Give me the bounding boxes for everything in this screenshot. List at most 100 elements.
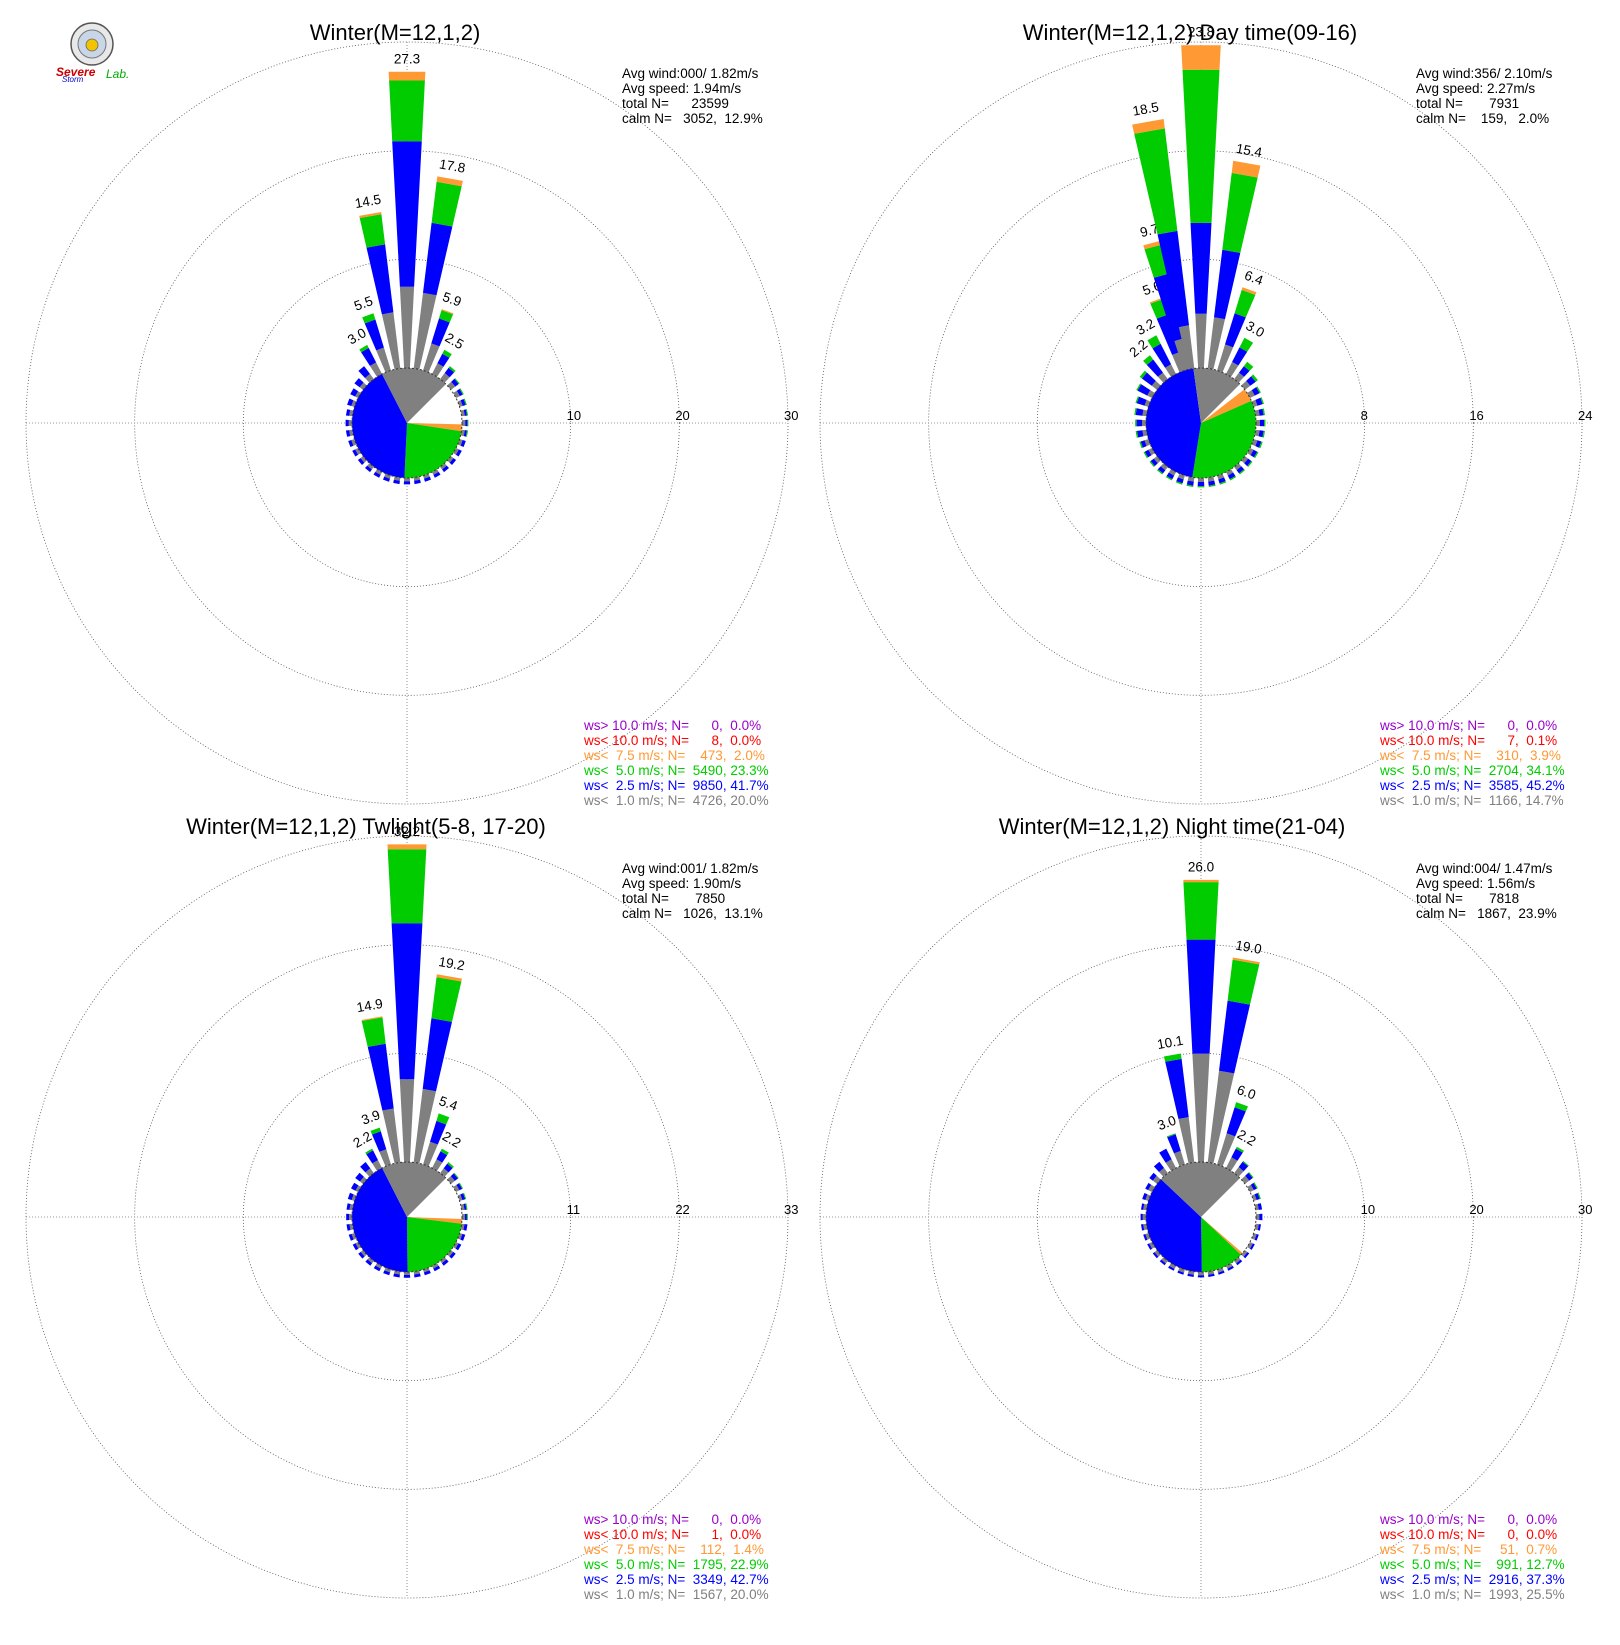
petal-segment-blue: [456, 1183, 463, 1191]
petal-segment-blue: [460, 440, 466, 447]
petal-segment-blue: [1150, 458, 1158, 467]
petal-segment-blue: [1153, 273, 1184, 341]
petal-segment-blue: [1259, 1213, 1263, 1221]
legend-entry: ws< 5.0 m/s; N= 5490, 23.3%: [583, 763, 769, 778]
wind-rose-panel-3: 11 22 3332.219.25.42.22.23.914.9Winter(M=1…: [25, 814, 798, 1602]
petal-segment-green: [389, 80, 425, 142]
pie-slice-green: [1201, 1217, 1241, 1272]
stats-line: total N= 7818: [1416, 891, 1519, 906]
pie-slice-gray: [1193, 367, 1240, 423]
petal-segment-blue: [449, 1251, 456, 1259]
petal-segment-blue: [455, 1243, 462, 1251]
petal-segment-blue: [391, 923, 423, 1080]
petal-segment-green: [1165, 476, 1173, 481]
legend-entry: ws< 2.5 m/s; N= 3585, 45.2%: [1379, 778, 1565, 793]
petal-segment-gray: [432, 363, 444, 377]
petal-segment-blue: [423, 222, 453, 296]
petal-segment-blue: [1149, 1172, 1157, 1181]
petal-label: 17.8: [438, 156, 466, 175]
logo-seal-emblem: [85, 38, 99, 52]
petal-segment-gray: [351, 439, 357, 446]
petal-segment-blue: [383, 476, 390, 482]
petal-segment-blue: [360, 1162, 371, 1173]
petal-segment-orange: [1132, 119, 1165, 134]
pie-slice-blue: [1146, 1179, 1202, 1273]
legend-entry: ws< 1.0 m/s; N= 1166, 14.7%: [1379, 793, 1564, 808]
pie-slice-green: [404, 423, 462, 478]
petal-segment-blue: [392, 141, 422, 287]
petal-segment-blue: [449, 458, 457, 465]
legend-entry: ws< 1.0 m/s; N= 4726, 20.0%: [583, 793, 769, 808]
petal-segment-gray: [355, 1185, 361, 1192]
chart-title: Winter(M=12,1,2) Twlight(5-8, 17-20): [186, 814, 546, 839]
petal-segment-gray: [413, 292, 437, 370]
petal-segment-blue: [1177, 1270, 1184, 1275]
petal-segment-gray: [1142, 419, 1147, 427]
petal-segment-green: [1186, 484, 1194, 487]
petal-segment-blue: [347, 398, 354, 406]
petal-segment-green: [1234, 289, 1256, 318]
petal-segment-blue: [431, 318, 450, 347]
petal-segment-blue: [1208, 480, 1216, 486]
petal-segment-gray: [1234, 372, 1245, 383]
petal-segment-gray: [355, 1242, 361, 1249]
petal-segment-blue: [345, 409, 351, 416]
petal-segment-blue: [1227, 1265, 1234, 1271]
petal-segment-green: [1229, 476, 1237, 481]
petal-segment-green: [1197, 486, 1205, 488]
petal-segment-gray: [1178, 1267, 1185, 1273]
petal-segment-green: [1139, 370, 1147, 379]
legend-entry: ws< 7.5 m/s; N= 310, 3.9%: [1379, 748, 1561, 763]
petal-segment-gray: [1226, 469, 1234, 476]
pie-slice-orange: [1201, 1217, 1243, 1255]
petal-segment-blue: [350, 388, 359, 397]
petal-label: 3.0: [1155, 1113, 1178, 1134]
petal-segment-orange: [1143, 240, 1163, 250]
petal-segment-blue: [348, 1233, 354, 1241]
petal-segment-gray: [1217, 1133, 1236, 1167]
petal-segment-green: [1166, 1133, 1176, 1138]
petal-segment-gray: [440, 463, 447, 470]
stats-line: Avg speed: 1.56m/s: [1416, 876, 1535, 891]
logo-text-storm: Storm: [62, 75, 84, 84]
pie-slice-orange: [1201, 389, 1252, 423]
legend-entry: ws< 7.5 m/s; N= 112, 1.4%: [583, 1542, 764, 1557]
petal-segment-green: [448, 366, 456, 373]
petal-segment-gray: [1234, 1257, 1241, 1264]
petal-segment-gray: [399, 286, 415, 369]
petal-segment-orange: [441, 309, 454, 315]
stats-line: calm N= 3052, 12.9%: [622, 111, 763, 126]
petal-segment-green: [1136, 383, 1142, 391]
petal-segment-blue: [365, 465, 372, 473]
pie-outline: [1145, 1161, 1257, 1273]
petal-segment-gray: [1241, 456, 1249, 464]
petal-segment-green: [1143, 451, 1148, 459]
petal-segment-orange: [388, 71, 426, 81]
ring-label: 24: [1578, 408, 1592, 423]
petal-segment-blue: [1238, 1161, 1249, 1172]
stats-line: total N= 23599: [622, 96, 729, 111]
petal-segment-blue: [1166, 472, 1175, 480]
petal-segment-green: [458, 1182, 463, 1189]
pie-outline: [351, 1161, 463, 1273]
petal-segment-blue: [1186, 939, 1216, 1054]
pie-slice-green: [1192, 400, 1256, 478]
petal-segment-gray: [1187, 1270, 1195, 1275]
petal-segment-blue: [1254, 1193, 1260, 1200]
petal-segment-green: [1149, 461, 1155, 467]
petal-segment-gray: [1153, 456, 1161, 464]
petal-segment-blue: [1243, 1252, 1250, 1259]
petal-segment-blue: [364, 319, 384, 351]
logo-text-severe: Severe: [56, 65, 96, 79]
petal-segment-blue: [1145, 1182, 1152, 1191]
petal-segment-blue: [1143, 1234, 1148, 1241]
petal-segment-blue: [1244, 458, 1252, 467]
petal-segment-gray: [1148, 448, 1155, 456]
stats-line: Avg wind:000/ 1.82m/s: [622, 66, 759, 81]
petal-label: 23.8: [1188, 25, 1214, 40]
petal-segment-gray: [1207, 317, 1225, 370]
ring-label: 20: [675, 408, 689, 423]
petal-segment-blue: [366, 1150, 378, 1164]
petal-segment-gray: [1198, 1271, 1204, 1276]
ring-label: 30: [1578, 1202, 1592, 1217]
